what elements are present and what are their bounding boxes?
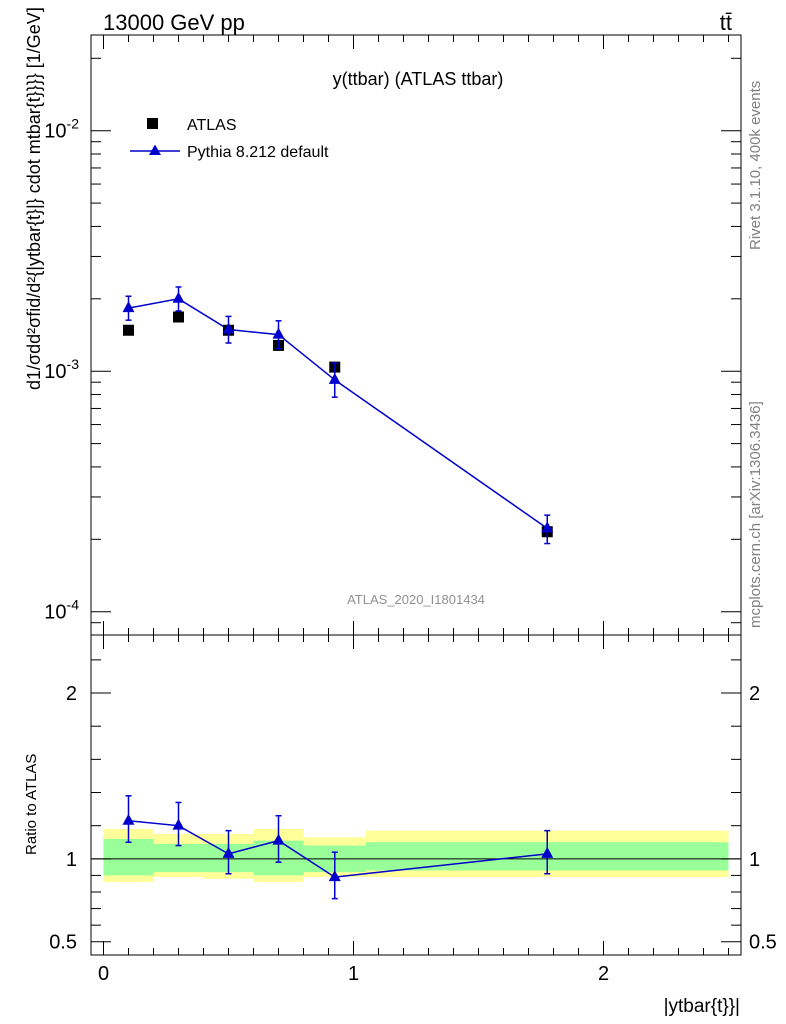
pythia-point bbox=[541, 521, 554, 533]
x-tick-label: 2 bbox=[598, 963, 609, 985]
pythia-point bbox=[222, 322, 235, 334]
green-band-1 bbox=[153, 843, 204, 873]
x-tick-label: 1 bbox=[348, 963, 359, 985]
legend: ATLAS Pythia 8.212 default bbox=[130, 117, 329, 161]
legend-label-pythia: Pythia 8.212 default bbox=[187, 144, 329, 161]
pythia-point bbox=[328, 372, 341, 384]
ratio-point bbox=[272, 833, 285, 845]
green-band-0 bbox=[103, 838, 154, 876]
pythia-point bbox=[122, 301, 135, 313]
header-left-label: 13000 GeV pp bbox=[103, 10, 245, 35]
atlas-point bbox=[123, 324, 134, 336]
upper-y-tick-label: 10-3 bbox=[44, 356, 79, 383]
ratio-point bbox=[122, 813, 135, 825]
pythia-point bbox=[172, 291, 185, 303]
lower-y-tick-label-left: 0.5 bbox=[49, 932, 77, 954]
lower-panel-marks bbox=[122, 795, 554, 900]
lower-y-tick-label-left: 2 bbox=[66, 683, 77, 705]
x-axis-label: |ytbar{t}}| bbox=[664, 996, 740, 1017]
lower-panel-axes: 0 1 2 0.5 0.5 1 1 2 2 bbox=[49, 634, 777, 985]
lower-frame bbox=[90, 634, 742, 956]
upper-y-tick-label: 10-2 bbox=[44, 116, 79, 143]
lower-y-tick-label-left: 1 bbox=[66, 849, 77, 871]
pythia-point bbox=[272, 327, 285, 339]
legend-label-atlas: ATLAS bbox=[187, 117, 237, 134]
pythia-line bbox=[128, 298, 548, 530]
legend-marker-pythia bbox=[149, 144, 161, 155]
lower-y-tick-label-right: 1 bbox=[749, 849, 760, 871]
ratio-point bbox=[222, 846, 235, 858]
ratio-point bbox=[328, 870, 341, 882]
lower-y-tick-label-right: 0.5 bbox=[749, 932, 777, 954]
watermark-label: ATLAS_2020_I1801434 bbox=[347, 592, 485, 607]
source-label: mcplots.cern.ch [arXiv:1306.3436] bbox=[747, 401, 764, 628]
x-tick-label: 0 bbox=[98, 963, 109, 985]
rivet-label: Rivet 3.1.10, 400k events bbox=[747, 81, 764, 250]
atlas-point bbox=[173, 311, 184, 323]
lower-y-axis-label: Ratio to ATLAS bbox=[23, 754, 40, 855]
upper-panel-marks bbox=[122, 286, 554, 545]
lower-y-tick-label-right: 2 bbox=[749, 683, 760, 705]
upper-y-tick-label: 10-4 bbox=[44, 597, 79, 624]
legend-marker-atlas bbox=[147, 118, 158, 129]
upper-panel-title: y(ttbar) (ATLAS ttbar) bbox=[333, 69, 504, 89]
ratio-point bbox=[541, 846, 554, 858]
upper-y-axis-label: d1/σdd²σfid/d²{|ytbar{t}|} cdot mtbar{t}… bbox=[24, 7, 44, 390]
ratio-line bbox=[128, 819, 548, 878]
ratio-point bbox=[172, 818, 185, 830]
header-right-label: tt̄ bbox=[720, 10, 732, 35]
